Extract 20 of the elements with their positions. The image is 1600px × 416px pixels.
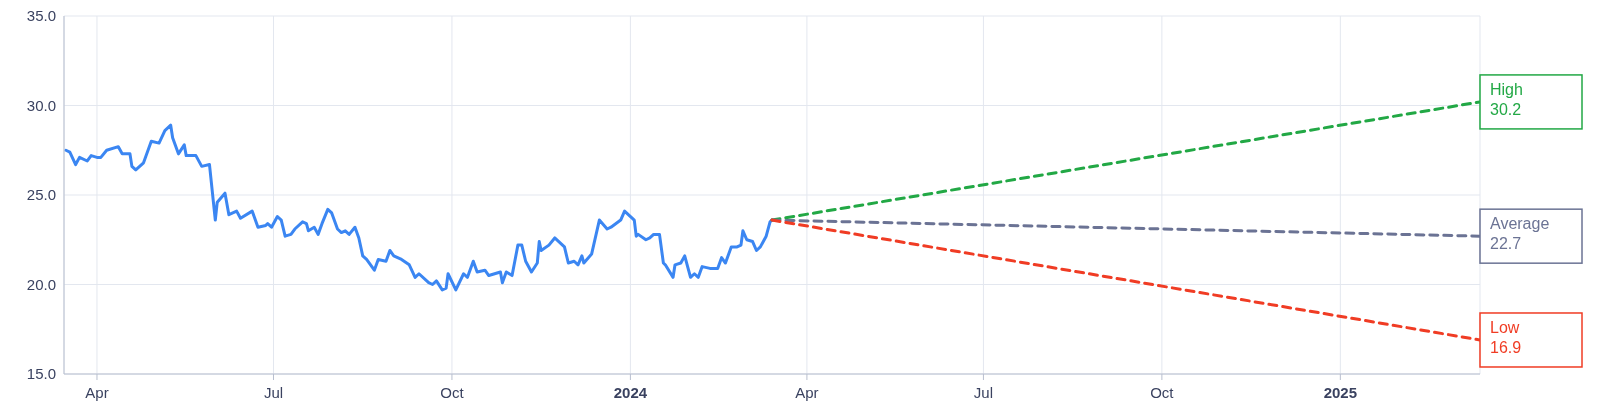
x-tick-label: Apr [85,384,109,401]
x-tick-label: Oct [1150,384,1175,401]
line-series [64,123,774,292]
y-tick-label: 25.0 [26,186,56,204]
y-tick-label: 30.0 [26,96,56,114]
data-label: 16.9 [1490,338,1522,356]
y-tick-label: 15.0 [26,365,56,383]
x-tick-label: 2024 [613,384,648,401]
x-tick-label: Jul [263,384,284,401]
x-tick-label: Jul [973,384,994,401]
data-label: 22.7 [1490,235,1522,253]
series-label: High [1490,80,1523,98]
data-label: 30.2 [1490,100,1522,118]
x-tick-label: Apr [795,384,819,401]
y-tick-label: 35.0 [26,7,56,25]
x-tick-label: Oct [440,384,465,401]
x-tick-label: 2025 [1323,384,1358,401]
series-label: Average [1490,215,1550,233]
y-tick-label: 20.0 [26,275,56,293]
series-label: Low [1490,318,1520,336]
